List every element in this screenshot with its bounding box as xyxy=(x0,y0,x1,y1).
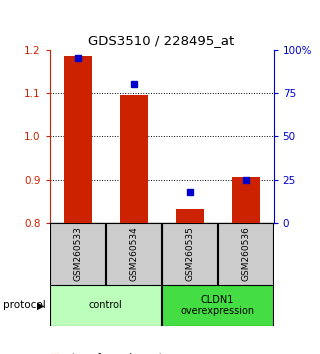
Bar xyxy=(218,223,273,285)
Bar xyxy=(120,95,148,223)
Text: control: control xyxy=(89,300,123,310)
Text: ■: ■ xyxy=(50,353,60,354)
Text: ▶: ▶ xyxy=(37,300,44,310)
Text: GSM260535: GSM260535 xyxy=(185,227,194,281)
Bar xyxy=(64,56,92,223)
Title: GDS3510 / 228495_at: GDS3510 / 228495_at xyxy=(88,34,235,47)
Bar xyxy=(162,223,217,285)
Bar xyxy=(232,177,260,223)
Bar xyxy=(176,209,204,223)
Text: GSM260536: GSM260536 xyxy=(241,227,250,281)
Text: CLDN1
overexpression: CLDN1 overexpression xyxy=(180,295,255,316)
Text: protocol: protocol xyxy=(3,300,46,310)
Text: GSM260534: GSM260534 xyxy=(129,227,138,281)
Text: GSM260533: GSM260533 xyxy=(73,227,82,281)
Bar xyxy=(50,223,105,285)
Bar xyxy=(50,285,161,326)
Bar xyxy=(162,285,273,326)
Bar xyxy=(106,223,161,285)
Text: transformed count: transformed count xyxy=(72,353,163,354)
